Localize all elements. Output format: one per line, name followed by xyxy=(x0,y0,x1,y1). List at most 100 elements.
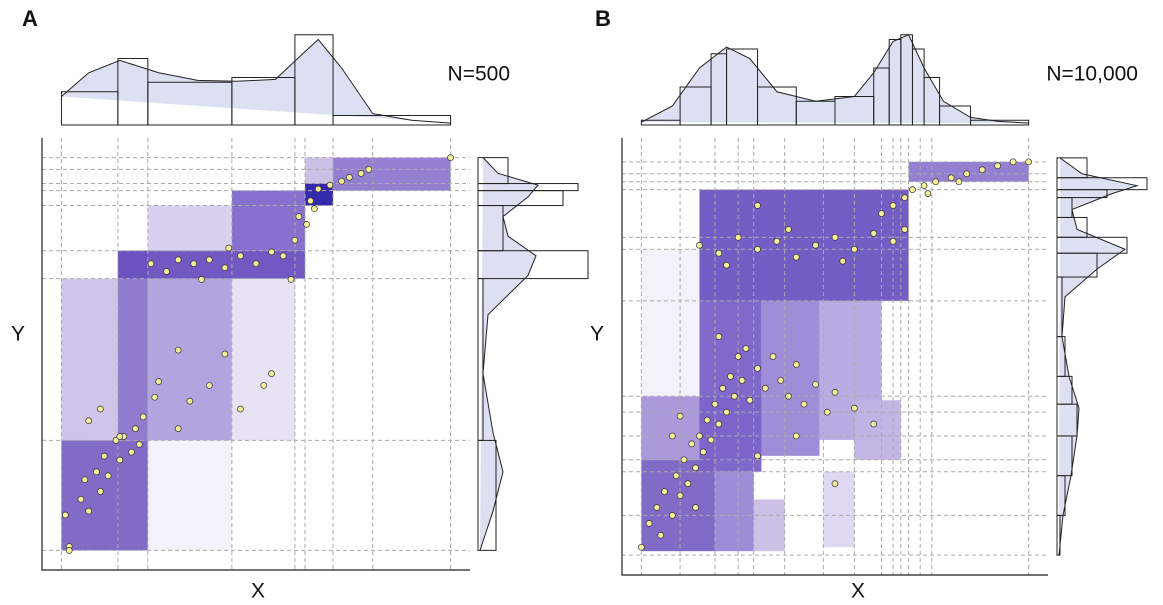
point xyxy=(742,345,750,352)
point xyxy=(963,170,971,178)
point xyxy=(338,177,345,185)
point xyxy=(924,190,932,197)
point xyxy=(769,353,777,360)
point xyxy=(61,511,69,519)
point xyxy=(754,245,761,253)
point xyxy=(81,476,89,484)
histogram-bar xyxy=(1056,236,1128,254)
point xyxy=(947,174,955,182)
axis xyxy=(41,138,470,571)
density-curve xyxy=(641,34,1029,124)
point xyxy=(878,210,885,217)
point xyxy=(812,241,819,249)
point xyxy=(932,178,940,186)
point xyxy=(645,520,653,527)
y-axis-label: Y xyxy=(590,323,604,346)
point xyxy=(346,173,353,181)
point xyxy=(237,405,244,413)
point xyxy=(1025,158,1032,166)
point xyxy=(279,252,287,260)
point xyxy=(311,205,318,213)
region xyxy=(699,300,762,472)
x-axis-label: X xyxy=(851,580,865,603)
point xyxy=(139,413,147,421)
point xyxy=(754,202,761,209)
region xyxy=(231,278,295,441)
point xyxy=(684,480,692,487)
point xyxy=(260,382,268,389)
point xyxy=(447,154,454,161)
point xyxy=(163,268,170,275)
point xyxy=(703,416,711,424)
histogram-bar xyxy=(939,105,972,126)
point xyxy=(812,380,819,388)
point xyxy=(326,181,334,189)
point xyxy=(85,507,93,515)
point xyxy=(715,333,723,340)
region xyxy=(61,278,118,441)
chart-title: N=500 xyxy=(448,63,510,86)
point xyxy=(97,405,104,413)
region xyxy=(854,400,901,460)
histogram-bar xyxy=(332,115,452,126)
panel-label: A xyxy=(22,6,38,31)
point xyxy=(901,226,909,233)
point xyxy=(734,233,742,241)
point xyxy=(730,392,738,400)
point xyxy=(889,202,897,209)
point xyxy=(132,425,139,432)
point xyxy=(777,376,785,384)
axis xyxy=(621,138,1048,576)
point xyxy=(221,350,229,358)
point xyxy=(291,236,299,244)
point xyxy=(692,464,699,472)
region xyxy=(699,189,909,301)
point xyxy=(205,382,213,389)
point xyxy=(225,244,233,252)
point xyxy=(221,264,229,271)
histogram-bar xyxy=(970,119,1030,126)
point xyxy=(792,361,800,368)
region xyxy=(305,157,334,184)
point xyxy=(831,480,839,487)
point xyxy=(661,488,668,495)
point xyxy=(268,370,275,377)
point xyxy=(761,384,769,392)
point xyxy=(955,178,963,186)
panel: A N=500 Y X xyxy=(11,6,589,603)
point xyxy=(785,392,792,400)
region xyxy=(753,499,785,552)
point xyxy=(738,376,746,384)
histogram-bar xyxy=(1056,177,1148,191)
point xyxy=(754,365,761,372)
point xyxy=(792,253,800,261)
histogram-bar xyxy=(923,77,941,126)
density-curve xyxy=(61,38,451,124)
point xyxy=(715,249,723,257)
histogram-bar xyxy=(477,157,509,185)
region xyxy=(117,250,306,279)
point xyxy=(692,504,699,511)
histogram-bar xyxy=(477,250,589,280)
point xyxy=(680,456,688,464)
point xyxy=(792,432,800,440)
histogram-bar xyxy=(294,34,334,126)
point xyxy=(785,226,792,233)
point xyxy=(307,197,314,205)
point xyxy=(676,412,684,420)
point xyxy=(116,433,124,440)
point xyxy=(653,504,661,511)
point xyxy=(909,186,916,193)
point xyxy=(994,162,1002,170)
region xyxy=(333,157,451,191)
point xyxy=(1009,158,1017,166)
point xyxy=(237,252,244,260)
point xyxy=(699,448,707,456)
point xyxy=(104,472,112,480)
point xyxy=(839,257,847,265)
point xyxy=(672,472,680,480)
point xyxy=(657,531,665,539)
point xyxy=(638,543,645,551)
point xyxy=(93,468,100,476)
